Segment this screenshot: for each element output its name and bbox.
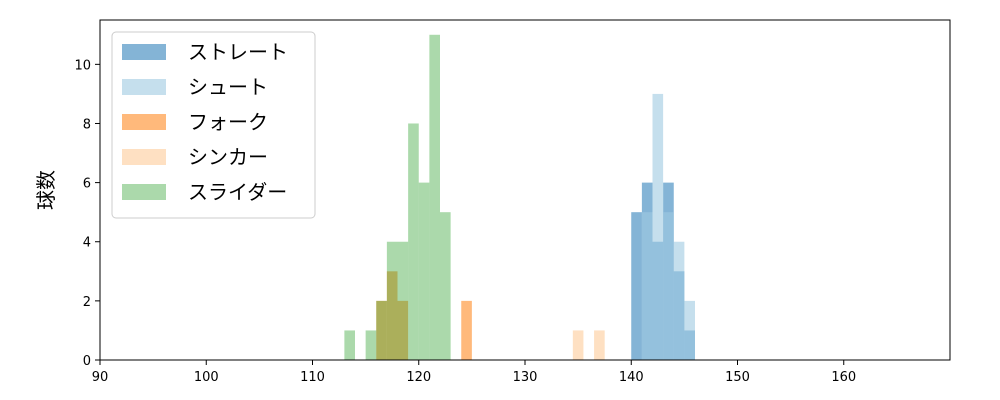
x-axis: 90 100 110 120 130 140 150 160: [92, 360, 856, 385]
x-tick-label-4: 130: [513, 370, 538, 385]
y-tick-label-3: 6: [83, 177, 91, 192]
bar-2-0: [376, 300, 387, 360]
bar-1-1: [652, 93, 664, 361]
x-tick-label-0: 90: [92, 370, 109, 385]
bar-4-8: [440, 212, 451, 360]
x-tick-label-6: 150: [725, 370, 750, 385]
y-axis-label: 球数: [34, 170, 58, 210]
legend-swatch-4: [122, 184, 166, 200]
y-tick-label-1: 2: [83, 295, 91, 310]
bars-layer: [344, 34, 695, 361]
legend-box: [111, 31, 316, 219]
bar-4-1: [365, 330, 377, 360]
bar-1-4: [684, 300, 695, 360]
bar-1-3: [673, 241, 685, 360]
y-tick-label-2: 4: [83, 236, 91, 251]
bar-4-0: [344, 330, 355, 360]
bar-4-3: [386, 241, 398, 360]
legend-label-0: ストレート: [188, 40, 288, 64]
legend-label-1: シュート: [188, 75, 268, 99]
x-tick-label-7: 160: [831, 370, 856, 385]
bar-1-2: [663, 212, 674, 360]
legend-label-2: フォーク: [188, 110, 268, 134]
bar-1-0: [641, 212, 653, 360]
legend-swatch-1: [122, 79, 166, 95]
x-tick-label-3: 120: [406, 370, 431, 385]
x-tick-label-5: 140: [619, 370, 644, 385]
bar-4-5: [408, 123, 419, 360]
bar-2-1: [386, 271, 398, 360]
legend-label-3: シンカー: [188, 145, 268, 169]
bar-3-0: [572, 330, 584, 360]
legend-label-4: スライダー: [188, 180, 287, 204]
x-tick-label-2: 110: [300, 370, 325, 385]
bar-3-1: [594, 330, 605, 360]
y-tick-label-0: 0: [83, 354, 91, 369]
bar-4-7: [429, 34, 440, 361]
legend-swatch-0: [122, 44, 166, 60]
bar-2-3: [461, 300, 472, 360]
bar-0-0: [631, 212, 642, 360]
x-tick-label-1: 100: [194, 370, 219, 385]
y-tick-label-5: 10: [74, 58, 91, 73]
legend-swatch-2: [122, 114, 166, 130]
y-axis: 0 2 4 6 8 10: [74, 58, 100, 369]
y-tick-label-4: 8: [83, 117, 91, 132]
bar-4-4: [397, 241, 409, 360]
legend-swatch-3: [122, 149, 166, 165]
bar-4-6: [418, 182, 430, 360]
bar-4-2: [376, 300, 387, 360]
bar-2-2: [397, 300, 409, 360]
